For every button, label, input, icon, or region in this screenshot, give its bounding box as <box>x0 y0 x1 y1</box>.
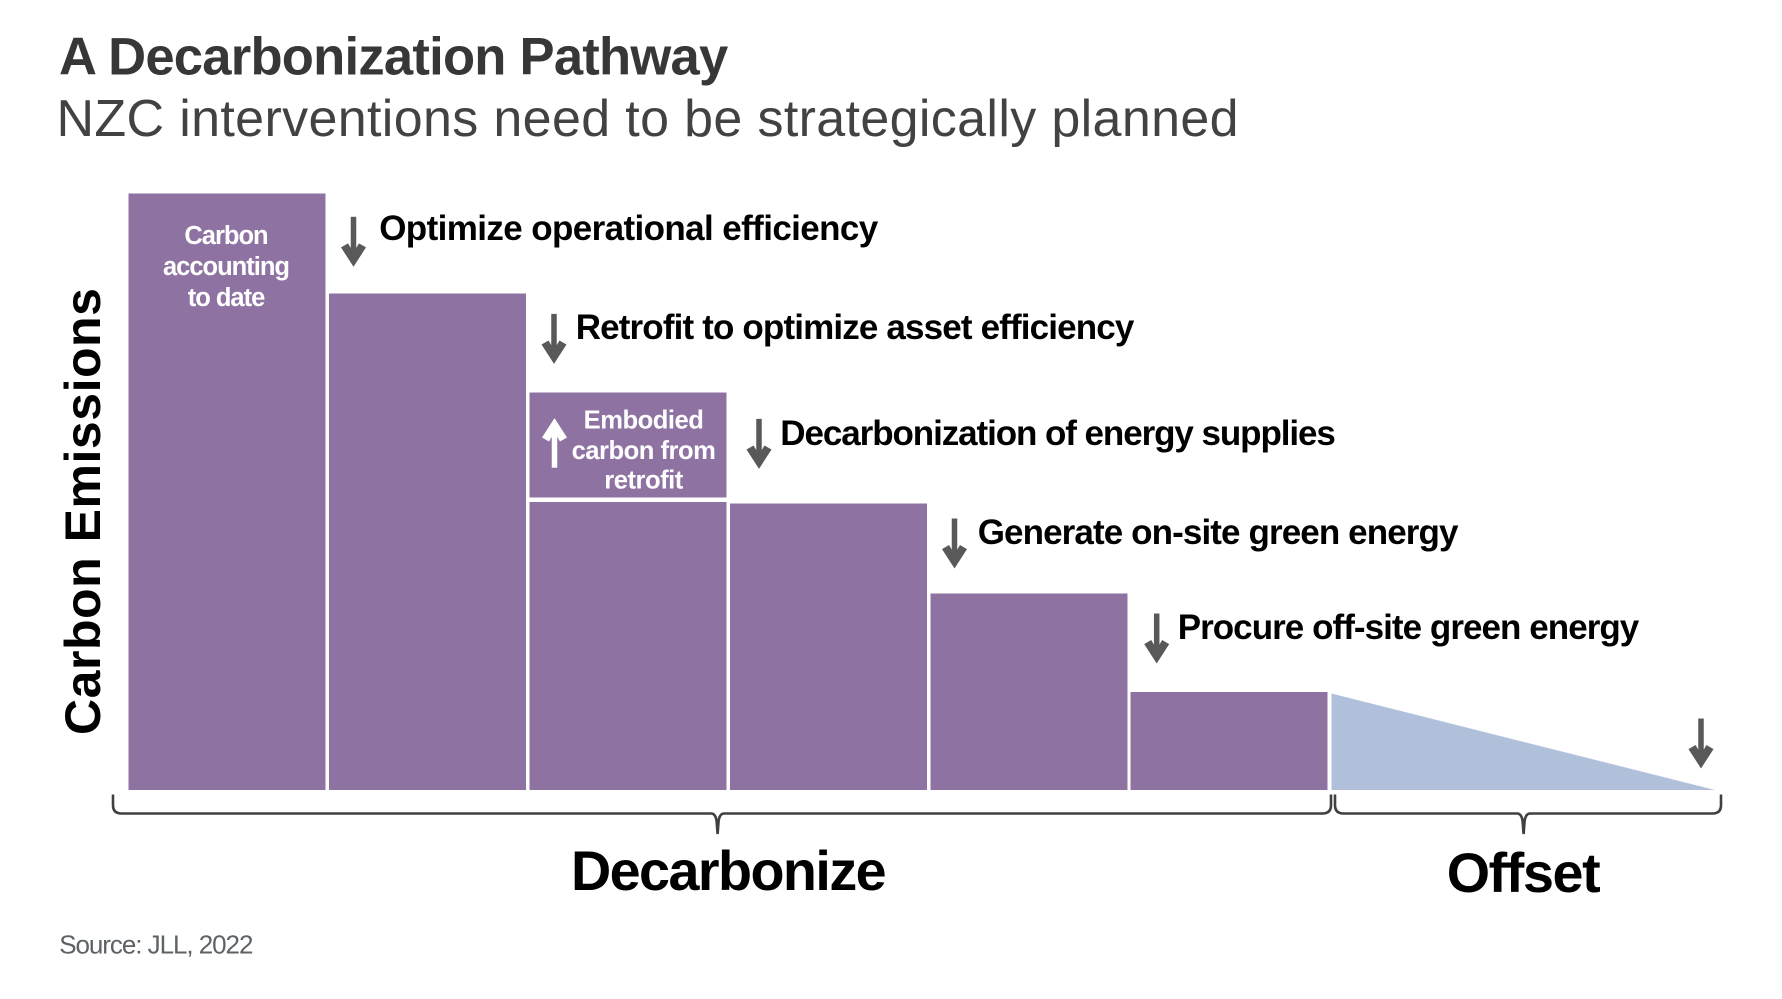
svg-text:Retrofit to optimize asset eff: Retrofit to optimize asset efficiency <box>576 308 1135 347</box>
svg-text:Decarbonize: Decarbonize <box>571 840 886 902</box>
svg-text:Optimize operational efficienc: Optimize operational efficiency <box>379 209 879 248</box>
svg-text:Source: JLL, 2022: Source: JLL, 2022 <box>59 929 253 959</box>
svg-text:Carbon: Carbon <box>184 222 267 250</box>
svg-text:Generate on-site green energy: Generate on-site green energy <box>978 513 1459 552</box>
svg-text:retrofit: retrofit <box>604 467 683 495</box>
svg-text:Procure off-site green energy: Procure off-site green energy <box>1178 608 1640 647</box>
svg-text:NZC interventions need to be s: NZC interventions need to be strategical… <box>57 90 1239 148</box>
svg-text:Embodied: Embodied <box>584 407 704 435</box>
svg-text:carbon from: carbon from <box>572 437 716 465</box>
svg-text:accounting: accounting <box>163 253 289 281</box>
svg-text:Carbon Emissions: Carbon Emissions <box>55 288 111 735</box>
svg-text:Decarbonization of energy supp: Decarbonization of energy supplies <box>780 414 1335 453</box>
svg-text:A Decarbonization Pathway: A Decarbonization Pathway <box>59 27 728 86</box>
svg-text:to date: to date <box>188 284 265 312</box>
svg-text:Offset: Offset <box>1447 842 1600 904</box>
